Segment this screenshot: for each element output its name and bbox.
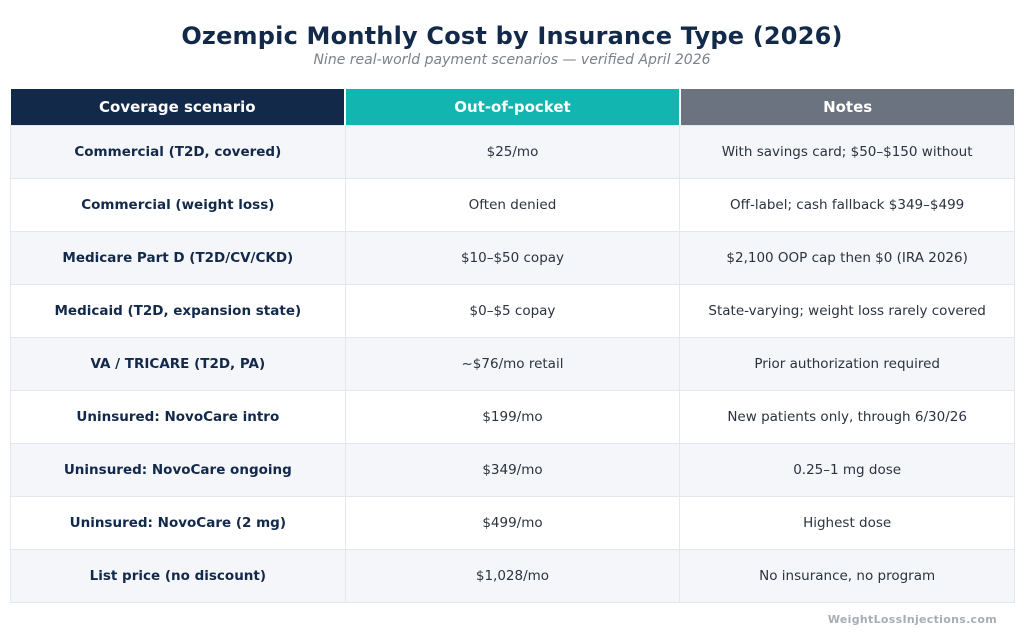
notes-cell: Highest dose xyxy=(679,496,1015,550)
out-of-pocket-cell: $349/mo xyxy=(344,443,681,497)
coverage-scenario-cell: VA / TRICARE (T2D, PA) xyxy=(10,337,346,391)
out-of-pocket-cell: $499/mo xyxy=(344,496,681,550)
table-row: Uninsured: NovoCare intro $199/mo New pati… xyxy=(10,390,1015,444)
out-of-pocket-cell: $199/mo xyxy=(344,390,681,444)
notes-cell: $2,100 OOP cap then $0 (IRA 2026) xyxy=(679,231,1015,285)
notes-cell: 0.25–1 mg dose xyxy=(679,443,1015,497)
notes-cell: No insurance, no program xyxy=(679,549,1015,603)
notes-cell: With savings card; $50–$150 without xyxy=(679,125,1015,179)
out-of-pocket-cell: $0–$5 copay xyxy=(344,284,681,338)
coverage-scenario-cell: Medicare Part D (T2D/CV/CKD) xyxy=(10,231,346,285)
coverage-scenario-cell: Uninsured: NovoCare (2 mg) xyxy=(10,496,346,550)
coverage-scenario-cell: Uninsured: NovoCare intro xyxy=(10,390,346,444)
column-header-coverage: Coverage scenario xyxy=(10,89,347,126)
table-row: Medicaid (T2D, expansion state) $0–$5 cop… xyxy=(10,284,1015,338)
table-row: Medicare Part D (T2D/CV/CKD) $10–$50 copa… xyxy=(10,231,1015,285)
table-row: VA / TRICARE (T2D, PA) ~$76/mo retail Prio… xyxy=(10,337,1015,391)
coverage-scenario-cell: Commercial (weight loss) xyxy=(10,178,346,232)
table-header-row: Coverage scenario Out-of-pocket Notes xyxy=(10,89,1015,126)
notes-cell: Off-label; cash fallback $349–$499 xyxy=(679,178,1015,232)
column-header-notes: Notes xyxy=(679,89,1015,126)
coverage-scenario-cell: List price (no discount) xyxy=(10,549,346,603)
page-title: Ozempic Monthly Cost by Insurance Type (… xyxy=(181,22,843,50)
table-row: Uninsured: NovoCare (2 mg) $499/mo Highest… xyxy=(10,496,1015,550)
table-row: List price (no discount) $1,028/mo No insu… xyxy=(10,549,1015,603)
out-of-pocket-cell: ~$76/mo retail xyxy=(344,337,681,391)
page-subtitle: Nine real-world payment scenarios — veri… xyxy=(313,52,711,68)
coverage-scenario-cell: Commercial (T2D, covered) xyxy=(10,125,346,179)
column-header-out-of-pocket: Out-of-pocket xyxy=(345,89,681,126)
out-of-pocket-cell: $1,028/mo xyxy=(344,549,681,603)
coverage-scenario-cell: Medicaid (T2D, expansion state) xyxy=(10,284,346,338)
table-row: Uninsured: NovoCare ongoing $349/mo 0.25–1… xyxy=(10,443,1015,497)
out-of-pocket-cell: Often denied xyxy=(344,178,681,232)
notes-cell: New patients only, through 6/30/26 xyxy=(679,390,1015,444)
out-of-pocket-cell: $10–$50 copay xyxy=(344,231,681,285)
cost-table: Coverage scenario Out-of-pocket Notes Co… xyxy=(10,89,1015,603)
notes-cell: State-varying; weight loss rarely covere… xyxy=(679,284,1015,338)
coverage-scenario-cell: Uninsured: NovoCare ongoing xyxy=(10,443,346,497)
out-of-pocket-cell: $25/mo xyxy=(344,125,681,179)
table-row: Commercial (weight loss) Often denied Off-… xyxy=(10,178,1015,232)
table-body: Commercial (T2D, covered) $25/mo With savi… xyxy=(10,125,1015,603)
notes-cell: Prior authorization required xyxy=(679,337,1015,391)
table-row: Commercial (T2D, covered) $25/mo With savi… xyxy=(10,125,1015,179)
source-watermark: WeightLossInjections.com xyxy=(827,613,997,626)
